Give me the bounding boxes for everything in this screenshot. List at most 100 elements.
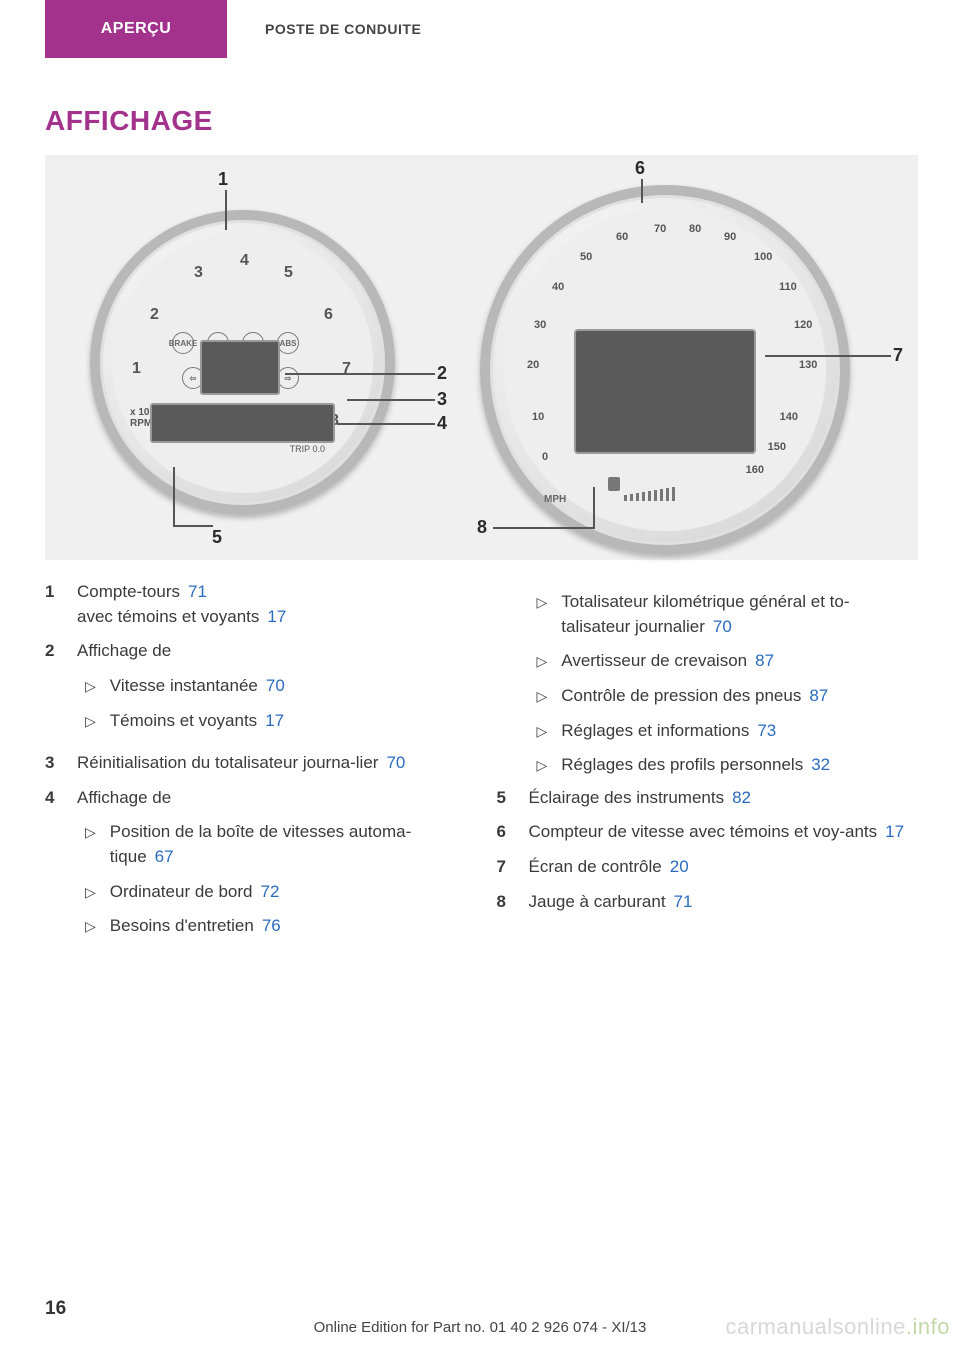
header-section-label: POSTE DE CONDUITE [265, 0, 421, 58]
item-2-sub-0-text: Vitesse instantanée [110, 676, 258, 695]
item-5-pg[interactable]: 82 [732, 788, 751, 807]
speedometer-gauge: 0 10 20 30 40 50 60 70 80 90 100 110 120… [480, 185, 850, 555]
spd-130: 130 [799, 359, 817, 371]
item-body-3: Réinitialisation du totalisateur journa‐… [77, 751, 467, 776]
item-4-sub-0-pg[interactable]: 67 [155, 847, 174, 866]
rsub-4-text: Réglages des profils personnels [561, 755, 803, 774]
rpm-4: 4 [240, 252, 249, 270]
item-8: 8 Jauge à carburant 71 [497, 890, 919, 915]
leader-8b [593, 487, 595, 529]
item-4-sub-1-pg[interactable]: 72 [260, 882, 279, 901]
rsub-1-pg[interactable]: 87 [755, 651, 774, 670]
rpm-7: 7 [342, 360, 351, 378]
speedometer-face: 0 10 20 30 40 50 60 70 80 90 100 110 120… [504, 209, 826, 531]
rsub-0-text: Totalisateur kilométrique général et to‐… [561, 592, 849, 636]
spd-70: 70 [654, 223, 666, 235]
item-3-pg[interactable]: 70 [386, 753, 405, 772]
item-4-sub-1-text: Ordinateur de bord [110, 882, 253, 901]
item-body-8: Jauge à carburant 71 [529, 890, 919, 915]
brake-icon: BRAKE [172, 332, 194, 354]
item-body-5: Éclairage des instruments 82 [529, 786, 919, 811]
callout-8: 8 [477, 517, 487, 538]
item-6: 6 Compteur de vitesse avec témoins et vo… [497, 820, 919, 845]
item-1-text-a: Compte-tours [77, 582, 180, 601]
item-num-6: 6 [497, 820, 513, 845]
item-4-sub-2-text: Besoins d'entretien [110, 916, 254, 935]
item-8-pg[interactable]: 71 [674, 892, 693, 911]
tachometer-lcd-upper [200, 340, 280, 395]
rsub-1: ▷Avertisseur de crevaison87 [529, 649, 919, 674]
tri-icon: ▷ [85, 674, 96, 699]
rsub-3-text: Réglages et informations [561, 721, 749, 740]
leader-4 [337, 423, 435, 425]
callout-3: 3 [437, 389, 447, 410]
tri-icon: ▷ [537, 590, 548, 639]
watermark-a: carmanualsonline [725, 1314, 905, 1339]
item-4-sub-0: ▷Position de la boîte de vitesses automa… [77, 820, 467, 869]
turn-right-icon: ⇨ [277, 367, 299, 389]
rpm-3: 3 [194, 264, 203, 282]
item-2-sub-1-text: Témoins et voyants [110, 711, 257, 730]
callout-6: 6 [635, 158, 645, 179]
legend-columns: 1 Compte-tours 71 avec témoins et voyants… [45, 580, 918, 957]
item-4-sub-1: ▷Ordinateur de bord72 [77, 880, 467, 905]
spd-40: 40 [552, 281, 564, 293]
callout-2: 2 [437, 363, 447, 384]
spd-50: 50 [580, 251, 592, 263]
tri-icon: ▷ [85, 709, 96, 734]
rsub-0-pg[interactable]: 70 [713, 617, 732, 636]
item-body-7: Écran de contrôle20 [529, 855, 919, 880]
item-7-pg[interactable]: 20 [670, 857, 689, 876]
item-6-text: Compteur de vitesse avec témoins et voy‐… [529, 822, 878, 841]
item-5-text: Éclairage des instruments [529, 788, 725, 807]
rpm-1: 1 [132, 360, 141, 378]
abs-icon: ABS [277, 332, 299, 354]
watermark: carmanualsonline.info [725, 1314, 950, 1340]
item-num-3: 3 [45, 751, 61, 776]
item-3-text: Réinitialisation du totalisateur journa‐… [77, 753, 378, 772]
spd-10: 10 [532, 411, 544, 423]
item-num-8: 8 [497, 890, 513, 915]
fuel-pump-icon [608, 477, 620, 491]
leader-2 [285, 373, 435, 375]
item-4: 4 Affichage de ▷Position de la boîte de … [45, 786, 467, 947]
item-4-sub-2-pg[interactable]: 76 [262, 916, 281, 935]
rpm-6: 6 [324, 306, 333, 324]
callout-1: 1 [218, 169, 228, 190]
rsub-2: ▷Contrôle de pression des pneus87 [529, 684, 919, 709]
item-1-pg-b[interactable]: 17 [267, 607, 286, 626]
leader-6 [641, 179, 643, 203]
item-num-1: 1 [45, 580, 61, 629]
item-8-text: Jauge à carburant [529, 892, 666, 911]
page-number: 16 [45, 1298, 66, 1320]
tri-icon: ▷ [537, 719, 548, 744]
item-num-2: 2 [45, 639, 61, 741]
spd-90: 90 [724, 231, 736, 243]
leader-3 [347, 399, 435, 401]
item-1-pg-a[interactable]: 71 [188, 582, 207, 601]
item-2-sub-0-pg[interactable]: 70 [266, 676, 285, 695]
rpm-2: 2 [150, 306, 159, 324]
rsub-4-pg[interactable]: 32 [811, 755, 830, 774]
leader-1 [225, 190, 227, 230]
item-6-pg[interactable]: 17 [885, 822, 904, 841]
item-2-sub-0: ▷ Vitesse instantanée 70 [77, 674, 467, 699]
spd-120: 120 [794, 319, 812, 331]
item-num-5: 5 [497, 786, 513, 811]
item-num-4: 4 [45, 786, 61, 947]
spd-0: 0 [542, 451, 548, 463]
fuel-gauge-ticks [624, 487, 746, 501]
callout-7: 7 [893, 345, 903, 366]
spd-30: 30 [534, 319, 546, 331]
item-2-sub-1-pg[interactable]: 17 [265, 711, 284, 730]
rsub-2-pg[interactable]: 87 [809, 686, 828, 705]
item-3: 3 Réinitialisation du totalisateur journ… [45, 751, 467, 776]
tri-icon: ▷ [85, 820, 96, 869]
callout-4: 4 [437, 413, 447, 434]
tachometer-lcd-lower [150, 403, 335, 443]
rsub-3-pg[interactable]: 73 [757, 721, 776, 740]
item-body-2: Affichage de ▷ Vitesse instantanée 70 ▷ Tém… [77, 639, 467, 741]
item-1-text-b: avec témoins et voyants [77, 607, 259, 626]
legend-col-left: 1 Compte-tours 71 avec témoins et voyants… [45, 580, 467, 957]
item-2-text: Affichage de [77, 641, 171, 660]
